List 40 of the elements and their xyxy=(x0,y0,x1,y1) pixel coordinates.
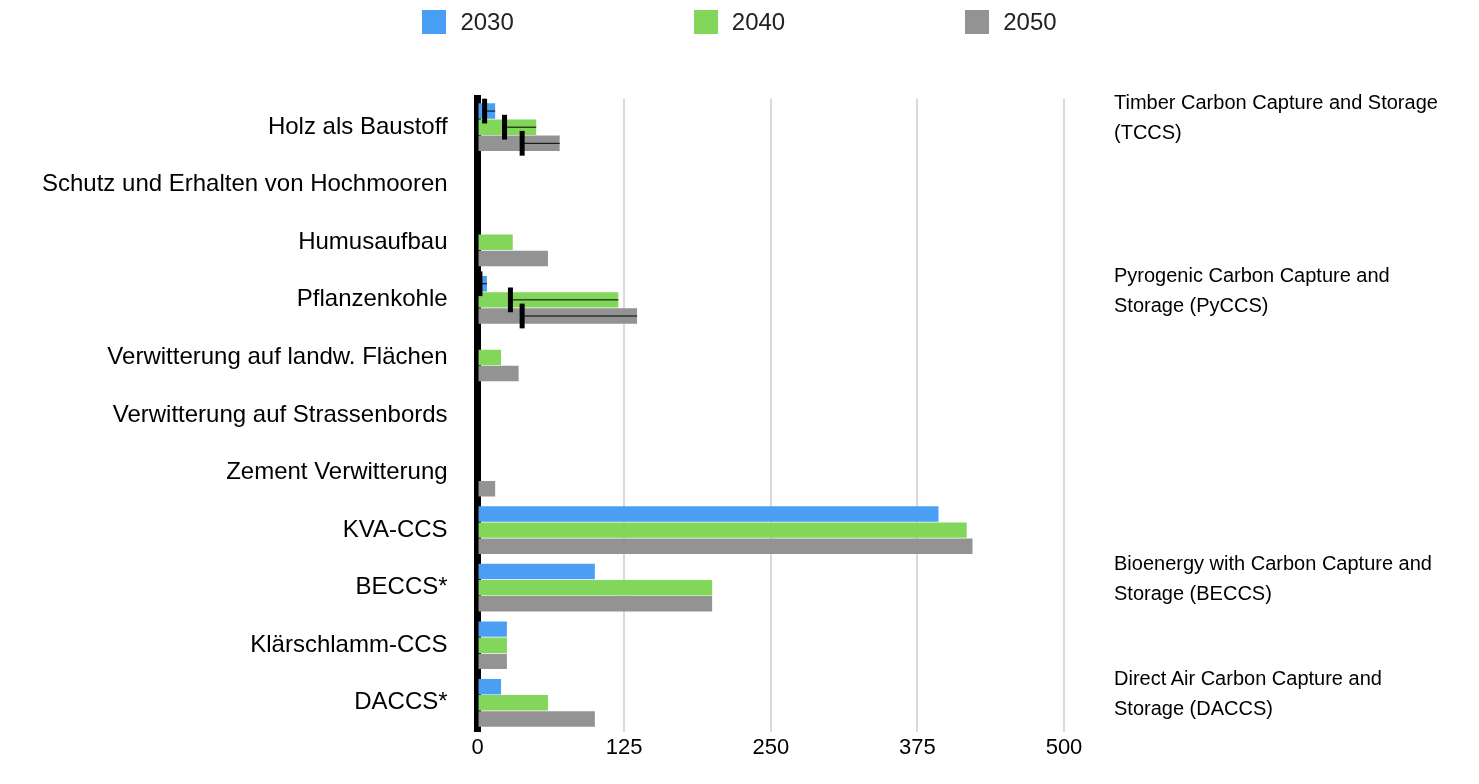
bar xyxy=(478,365,519,382)
legend-label: 2030 xyxy=(460,8,514,36)
y-tick-label: BECCS* xyxy=(355,572,448,600)
y-tick-label: Verwitterung auf Strassenbords xyxy=(112,399,448,427)
bar xyxy=(478,711,595,727)
x-tick-label: 375 xyxy=(899,733,936,759)
y-tick-label: Pflanzenkohle xyxy=(296,284,448,312)
bar xyxy=(478,653,507,670)
bar xyxy=(478,538,973,554)
y-tick-label: Holz als Baustoff xyxy=(267,111,448,139)
text: Pyrogenic Carbon Capture and Storage (PyCCS) xyxy=(1114,262,1391,318)
bar xyxy=(478,637,507,653)
y-tick-label: Zement Verwitterung xyxy=(226,457,448,485)
bar xyxy=(478,579,713,596)
x-tick-label: 125 xyxy=(605,733,643,759)
bar xyxy=(478,506,939,522)
x-tick-label: 0 xyxy=(471,733,484,759)
x-tick-label: 250 xyxy=(752,733,790,759)
x-tick-label: 500 xyxy=(1045,733,1083,759)
legend-label: 2050 xyxy=(1003,8,1057,36)
bar xyxy=(478,234,513,251)
bar xyxy=(478,695,548,711)
bar xyxy=(478,596,713,612)
bar xyxy=(478,621,507,637)
y-tick-label: Verwitterung auf landw. Flächen xyxy=(107,342,448,370)
bar xyxy=(478,349,502,366)
bar xyxy=(478,480,496,497)
text: Bioenergy with Carbon Capture and Storage (BECCS) xyxy=(1114,550,1433,606)
y-tick-label: Humusaufbau xyxy=(298,226,448,254)
legend-label: 2040 xyxy=(731,8,786,36)
y-tick-label: Schutz und Erhalten von Hochmooren xyxy=(42,169,448,197)
text: Timber Carbon Capture and Storage (TCCS) xyxy=(1114,90,1439,146)
bar xyxy=(478,522,967,538)
y-tick-label: KVA-CCS xyxy=(342,514,448,542)
bar xyxy=(478,678,502,695)
text: Direct Air Carbon Capture and Storage (DACCS) xyxy=(1114,665,1383,721)
y-tick-label: DACCS* xyxy=(354,687,448,715)
bar xyxy=(478,563,595,580)
y-tick-label: Klärschlamm-CCS xyxy=(250,629,448,657)
bar xyxy=(478,250,548,267)
